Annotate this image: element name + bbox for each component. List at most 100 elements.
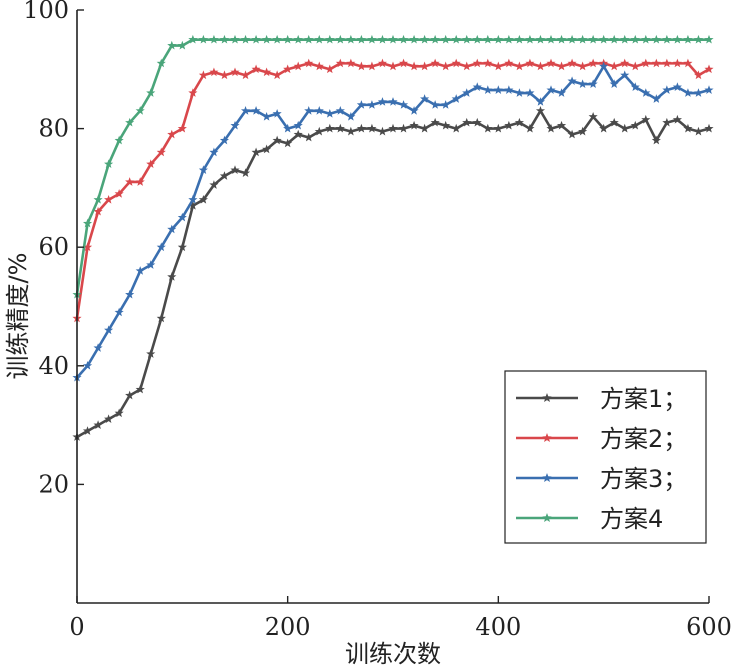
data-point	[114, 408, 124, 418]
data-point	[683, 58, 693, 68]
legend-item: 方案4	[516, 505, 663, 533]
data-point	[240, 168, 251, 177]
data-point	[146, 88, 156, 97]
data-point	[367, 34, 377, 44]
data-point	[198, 34, 208, 44]
legend-label: 方案3；	[600, 465, 687, 493]
data-point	[409, 120, 419, 130]
data-point	[262, 144, 272, 154]
data-point	[535, 34, 546, 44]
data-point	[441, 100, 451, 109]
y-tick-label: 40	[38, 352, 69, 380]
data-point	[556, 88, 567, 97]
data-point	[177, 212, 187, 222]
data-point	[209, 147, 219, 157]
data-point	[662, 34, 672, 44]
data-point	[283, 34, 293, 44]
data-point	[219, 135, 230, 145]
data-point	[599, 61, 609, 71]
data-point	[546, 34, 556, 44]
data-point	[335, 34, 345, 44]
series-1	[72, 106, 714, 441]
data-point	[209, 34, 219, 44]
data-point	[430, 100, 440, 109]
legend-marker	[542, 433, 552, 443]
data-point	[693, 34, 704, 44]
data-point	[93, 194, 103, 204]
data-point	[293, 34, 303, 44]
data-point	[167, 129, 177, 139]
data-point	[599, 34, 609, 44]
data-point	[535, 97, 546, 106]
data-point	[556, 61, 567, 71]
data-point	[125, 390, 135, 400]
data-point	[230, 67, 240, 77]
data-point	[388, 61, 398, 71]
data-point	[177, 123, 187, 133]
data-point	[388, 123, 398, 133]
data-point	[567, 34, 577, 44]
data-point	[156, 242, 166, 252]
data-point	[588, 58, 598, 68]
data-point	[451, 58, 461, 68]
legend-item: 方案3；	[516, 465, 687, 493]
data-point	[672, 34, 682, 44]
data-point	[335, 123, 345, 133]
data-point	[335, 106, 345, 115]
data-point	[325, 108, 335, 118]
legend: 方案1； 方案2； 方案3； 方案4	[504, 370, 707, 544]
data-point	[535, 106, 546, 115]
data-point	[388, 34, 398, 44]
data-point	[230, 120, 240, 130]
x-tick-label: 200	[265, 613, 311, 641]
data-point	[283, 64, 293, 74]
data-point	[578, 126, 588, 136]
data-point	[462, 88, 472, 97]
data-point	[504, 58, 514, 68]
data-point	[251, 64, 261, 74]
x-tick-label: 0	[69, 613, 84, 641]
data-point	[93, 206, 103, 216]
data-point	[398, 123, 409, 133]
data-point	[662, 58, 672, 68]
data-point	[578, 34, 588, 44]
data-point	[525, 34, 535, 44]
data-point	[493, 61, 503, 71]
data-point	[683, 34, 693, 44]
legend-label: 方案4	[600, 505, 663, 533]
data-point	[104, 194, 114, 204]
data-point	[704, 85, 714, 94]
legend-label: 方案2；	[600, 425, 687, 453]
data-point	[620, 123, 630, 133]
data-point	[493, 85, 503, 94]
data-point	[472, 58, 482, 68]
data-point	[630, 34, 640, 44]
data-point	[135, 177, 145, 186]
data-point	[441, 120, 451, 130]
data-point	[146, 349, 156, 358]
data-point	[188, 194, 198, 204]
data-point	[177, 40, 187, 50]
axes-layer	[76, 10, 709, 604]
data-point	[198, 165, 208, 174]
data-point	[114, 135, 124, 145]
data-point	[409, 61, 419, 71]
data-point	[377, 34, 388, 44]
data-point	[451, 123, 461, 133]
data-point	[609, 34, 619, 44]
data-point	[651, 34, 661, 44]
data-point	[240, 34, 251, 44]
data-point	[156, 147, 166, 157]
data-point	[462, 34, 472, 44]
data-point	[693, 88, 704, 97]
data-point	[546, 58, 556, 68]
data-point	[125, 177, 135, 186]
x-axis-title: 训练次数	[345, 640, 441, 668]
data-point	[693, 126, 704, 136]
data-point	[451, 94, 461, 103]
data-point	[272, 135, 282, 145]
data-point	[641, 58, 651, 68]
series-2	[72, 58, 714, 323]
data-point	[177, 242, 187, 252]
data-point	[82, 242, 93, 252]
